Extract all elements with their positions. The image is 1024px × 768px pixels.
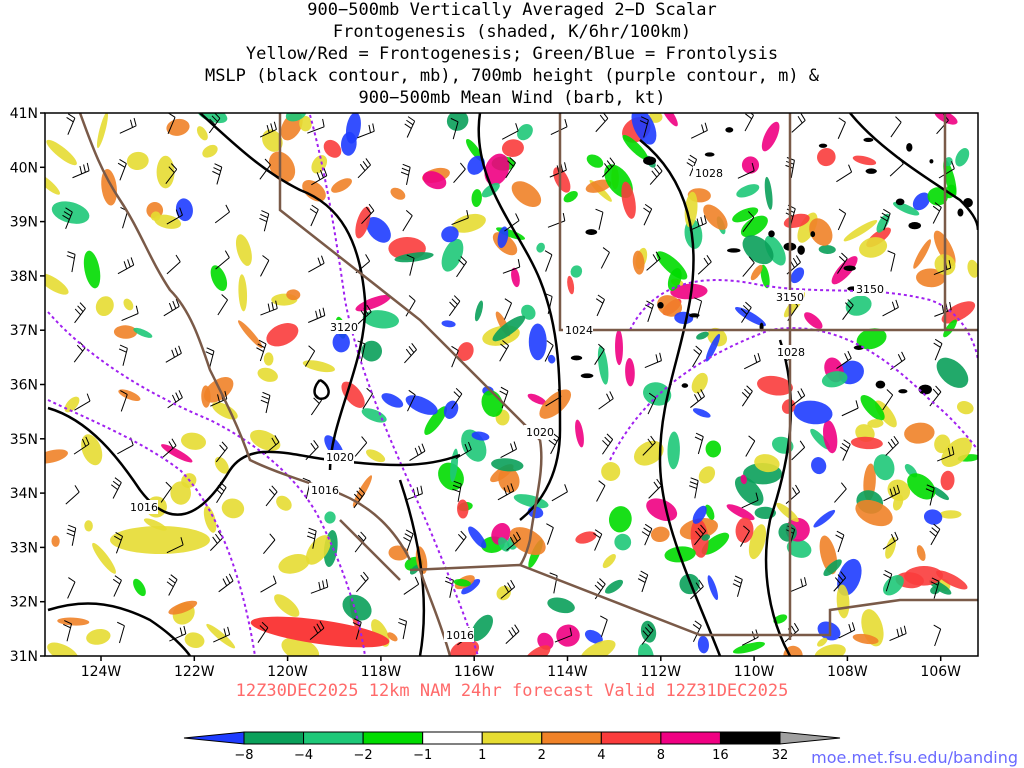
height-contour-1 (47, 311, 366, 656)
title-line-1: 900−500mb Vertically Averaged 2−D Scalar (307, 0, 717, 20)
colorbar-label: −1 (413, 748, 432, 763)
mslp-contour-1 (47, 406, 461, 516)
source-url[interactable]: moe.met.fsu.edu/banding (811, 748, 1018, 767)
colorbar-label: −2 (354, 748, 373, 763)
lat-tick-label: 36N (10, 378, 38, 394)
mslp-label: 1020 (526, 426, 554, 439)
lat-tick-label: 38N (10, 269, 38, 285)
lon-tick-label: 108W (827, 664, 868, 680)
valid-time-line: 12Z30DEC2025 12km NAM 24hr forecast Vali… (235, 681, 789, 701)
mslp-label: 1016 (311, 484, 339, 497)
lon-tick-label: 112W (641, 664, 682, 680)
height-contour-4 (629, 279, 978, 361)
colorbar-arrow-left (183, 731, 245, 745)
colorbar-label: 4 (597, 748, 605, 763)
lon-tick-label: 116W (454, 664, 495, 680)
colorbar-label: −4 (294, 748, 313, 763)
colorbar-label: 1 (478, 748, 486, 763)
title-line-5: 900−500mb Mean Wind (barb, kt) (358, 88, 666, 108)
colorbar: −8 −4 −2 −1 1 2 4 8 16 32 (183, 731, 841, 763)
baja-coast (339, 519, 401, 581)
map-axes: 41N 40N 39N 38N 37N 36N 35N 34N 33N 32N 31N 124W 122… (10, 106, 961, 680)
colorado-river (519, 439, 543, 566)
lat-tick-label: 39N (10, 215, 38, 231)
title-line-2: Frontogenesis (shaded, K/6hr/100km) (332, 22, 692, 42)
lat-tick-label: 32N (10, 595, 38, 611)
lon-tick-label: 118W (361, 664, 402, 680)
colorbar-segment (541, 731, 602, 745)
mslp-contour-9 (313, 378, 330, 401)
mslp-contours (47, 113, 978, 656)
height-label: 3150 (856, 283, 884, 296)
contour-labels: 1028 1024 1028 1020 1020 1016 1016 1016 … (128, 166, 884, 642)
gulf-of-california-coast (418, 569, 452, 656)
colorbar-arrow-right (779, 731, 841, 745)
california-nevada-border (278, 113, 541, 441)
colorbar-label: 32 (772, 748, 789, 763)
mslp-label: 1016 (130, 501, 158, 514)
colorbar-segment (422, 731, 483, 745)
lat-tick-label: 41N (10, 106, 38, 122)
colorbar-label: 16 (712, 748, 729, 763)
lon-tick-label: 110W (734, 664, 775, 680)
colorbar-segment (303, 731, 364, 745)
lat-tick-label: 35N (10, 432, 38, 448)
lon-tick-label: 106W (920, 664, 961, 680)
mslp-contour-4 (477, 113, 562, 521)
lat-tick-label: 31N (10, 649, 38, 665)
mslp-label: 1020 (326, 451, 354, 464)
lon-tick-label: 114W (547, 664, 588, 680)
colorbar-label: 2 (538, 748, 546, 763)
mslp-label: 1024 (565, 324, 593, 337)
title-line-3: Yellow/Red = Frontogenesis; Green/Blue =… (245, 44, 779, 64)
mslp-contour-5 (639, 139, 722, 656)
mslp-contour-3 (199, 113, 367, 471)
height-contour-3 (47, 399, 256, 656)
height-label: 3120 (330, 321, 358, 334)
lat-tick-label: 34N (10, 486, 38, 502)
lon-tick-label: 124W (81, 664, 122, 680)
colorbar-segment (481, 731, 543, 745)
colorbar-segment (660, 731, 721, 745)
mslp-contour-8 (849, 113, 978, 231)
height-contour-2 (309, 114, 479, 656)
four-corners-line (558, 113, 978, 332)
mslp-contour-2 (47, 602, 192, 656)
colorbar-segment (243, 731, 305, 745)
height-label: 3150 (776, 291, 804, 304)
mslp-label: 1028 (695, 167, 723, 180)
mslp-label: 1028 (777, 346, 805, 359)
colorbar-label: 8 (657, 748, 665, 763)
colorbar-segment (362, 731, 424, 745)
colorbar-segment (600, 731, 662, 745)
colorbar-segment (719, 731, 781, 745)
mexico-border (409, 563, 978, 637)
frontogenesis-shading (45, 113, 978, 656)
title-line-4: MSLP (black contour, mb), 700mb height (… (204, 66, 820, 86)
mslp-label: 1016 (446, 629, 474, 642)
lon-tick-label: 122W (174, 664, 215, 680)
lat-tick-label: 37N (10, 323, 38, 339)
colorbar-label: −8 (234, 748, 253, 763)
lon-tick-label: 120W (267, 664, 308, 680)
lat-tick-label: 33N (10, 540, 38, 556)
lat-tick-label: 40N (10, 160, 38, 176)
